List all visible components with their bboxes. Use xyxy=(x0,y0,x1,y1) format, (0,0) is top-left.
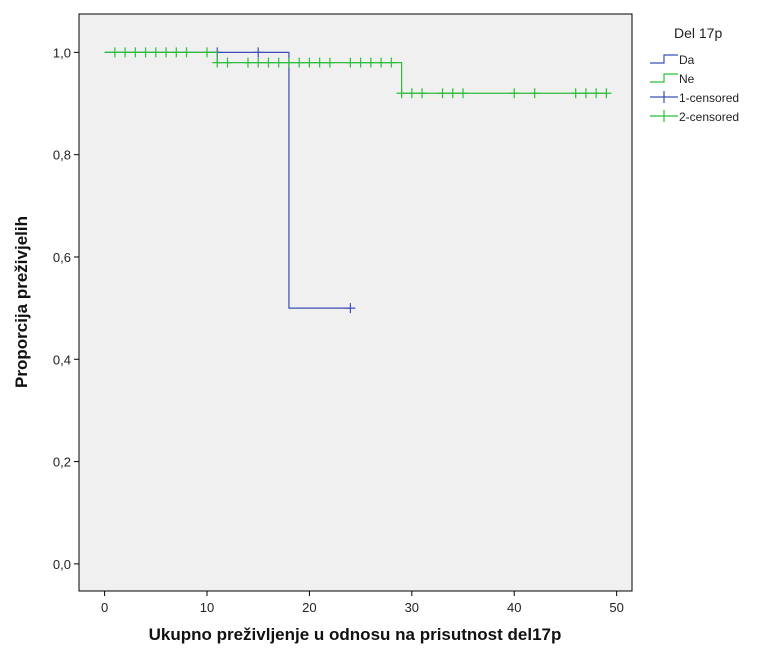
series-layer xyxy=(104,47,612,314)
censored-mark xyxy=(345,303,356,314)
censored-mark xyxy=(570,88,581,99)
censored-mark xyxy=(304,57,315,68)
censored-mark xyxy=(376,57,387,68)
legend-step-swatch xyxy=(650,54,678,64)
censored-mark xyxy=(253,57,264,68)
legend-label: Da xyxy=(679,53,695,67)
censored-mark xyxy=(273,57,284,68)
y-axis-ticks: 0,0 0,2 0,4 0,6 0,8 1,0 xyxy=(53,45,79,572)
censored-mark xyxy=(212,57,223,68)
censored-mark xyxy=(109,47,120,58)
censored-mark xyxy=(294,57,305,68)
x-tick-label: 0 xyxy=(101,600,108,615)
x-tick-label: 50 xyxy=(609,600,623,615)
censored-mark xyxy=(150,47,161,58)
censored-mark xyxy=(130,47,141,58)
censored-mark xyxy=(396,88,407,99)
legend-item: 1-censored xyxy=(650,91,739,105)
censored-mark xyxy=(324,57,335,68)
y-tick-label: 0,6 xyxy=(53,250,71,265)
censored-mark xyxy=(437,88,448,99)
legend-plus-swatch xyxy=(650,91,678,103)
censored-mark xyxy=(345,57,356,68)
censored-mark xyxy=(591,88,602,99)
censored-mark xyxy=(181,47,192,58)
y-tick-label: 1,0 xyxy=(53,45,71,60)
legend-plus-swatch xyxy=(650,110,678,122)
x-axis-ticks: 0 10 20 30 40 50 xyxy=(101,591,624,615)
censored-mark xyxy=(355,57,366,68)
legend-item: 2-censored xyxy=(650,110,739,124)
legend-items: Da Ne 1-censored 2-censored xyxy=(650,53,739,124)
x-axis-title: Ukupno preživljenje u odnosu na prisutno… xyxy=(149,625,562,644)
y-tick-label: 0,4 xyxy=(53,352,71,367)
x-tick-label: 40 xyxy=(507,600,521,615)
x-tick-label: 30 xyxy=(405,600,419,615)
x-tick-label: 10 xyxy=(200,600,214,615)
censored-mark xyxy=(222,57,233,68)
legend-label: Ne xyxy=(679,72,695,86)
series-ne xyxy=(104,47,612,99)
censored-mark xyxy=(580,88,591,99)
censored-mark xyxy=(161,47,172,58)
y-tick-label: 0,0 xyxy=(53,557,71,572)
censored-mark xyxy=(140,47,151,58)
censored-mark xyxy=(314,57,325,68)
legend-item: Ne xyxy=(650,72,695,86)
x-tick-label: 20 xyxy=(302,600,316,615)
censored-mark xyxy=(447,88,458,99)
legend-step-swatch xyxy=(650,73,678,83)
censored-mark xyxy=(458,88,469,99)
plot-area xyxy=(78,13,633,592)
censored-mark xyxy=(365,57,376,68)
y-axis-title: Proporcija preživjelih xyxy=(12,216,31,388)
y-tick-label: 0,8 xyxy=(53,148,71,163)
legend-title: Del 17p xyxy=(674,25,722,41)
legend-label: 1-censored xyxy=(679,91,739,105)
censored-mark xyxy=(283,57,294,68)
censored-mark xyxy=(253,47,264,58)
y-tick-label: 0,2 xyxy=(53,455,71,470)
legend: Del 17p Da Ne 1-censored 2-censored xyxy=(650,25,739,124)
censored-mark xyxy=(417,88,428,99)
censored-mark xyxy=(386,57,397,68)
legend-item: Da xyxy=(650,53,695,67)
censored-mark xyxy=(406,88,417,99)
censored-mark xyxy=(529,88,540,99)
censored-mark xyxy=(263,57,274,68)
legend-label: 2-censored xyxy=(679,110,739,124)
censored-mark xyxy=(120,47,131,58)
censored-mark xyxy=(171,47,182,58)
censored-mark xyxy=(601,88,612,99)
censored-mark xyxy=(202,47,213,58)
censored-mark xyxy=(509,88,520,99)
censored-mark xyxy=(242,57,253,68)
